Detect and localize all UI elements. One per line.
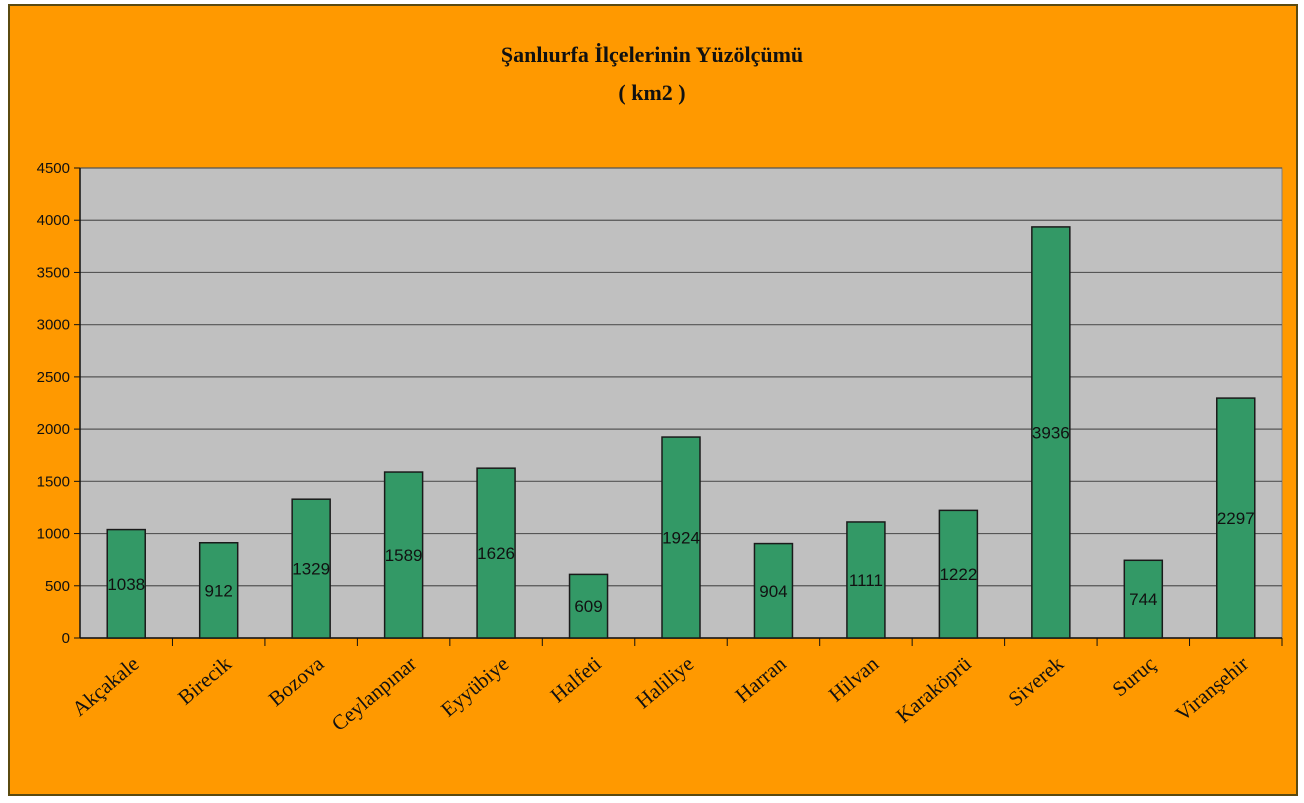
chart-title: Şanlıurfa İlçelerinin Yüzölçümü ( km2 ) (0, 36, 1304, 112)
bar (291, 498, 331, 639)
data-label: 1038 (107, 575, 145, 594)
x-category-label: Birecik (173, 651, 236, 709)
y-tick-label: 0 (62, 630, 70, 647)
data-label: 1329 (292, 560, 330, 579)
chart-subtitle-text: ( km2 ) (618, 80, 686, 105)
bar (846, 521, 886, 639)
y-tick-label: 3500 (37, 264, 70, 281)
y-tick-label: 1500 (37, 473, 70, 490)
x-category-label: Suruç (1108, 651, 1161, 701)
x-category-label: Halfeti (546, 651, 606, 707)
data-label: 1222 (939, 565, 977, 584)
bar (198, 541, 239, 639)
data-label: 1111 (849, 571, 883, 590)
y-tick-label: 3000 (37, 317, 70, 334)
x-category-label: Hilvan (824, 651, 884, 706)
y-tick-label: 2000 (37, 421, 70, 438)
x-category-label: Haliliye (631, 651, 698, 713)
x-category-label: Ceylanpınar (327, 651, 421, 735)
bar (106, 528, 146, 639)
y-tick-label: 2500 (37, 369, 70, 386)
x-category-label: Bozova (264, 651, 329, 711)
data-label: 2297 (1217, 509, 1255, 528)
bar (383, 471, 424, 639)
bar (661, 436, 701, 639)
bar (1031, 226, 1071, 639)
x-category-label: Viranşehir (1171, 651, 1253, 726)
data-label: 1626 (477, 544, 515, 563)
chart-title-text: Şanlıurfa İlçelerinin Yüzölçümü (500, 42, 804, 67)
bar (753, 542, 794, 639)
y-tick-label: 4000 (37, 212, 70, 229)
data-label: 904 (759, 582, 787, 601)
x-category-label: Akçakale (67, 651, 143, 720)
data-label: 609 (574, 597, 602, 616)
x-category-label: Karaköprü (891, 651, 976, 727)
y-tick-label: 4500 (37, 160, 70, 177)
bar (1216, 397, 1256, 639)
data-label: 3936 (1032, 423, 1070, 442)
x-category-label: Eyyübiye (436, 651, 513, 721)
data-label: 744 (1129, 590, 1157, 609)
bar (476, 467, 516, 639)
bar (568, 573, 609, 639)
bar (1123, 559, 1164, 639)
x-category-label: Harran (731, 651, 791, 707)
data-label: 912 (205, 581, 233, 600)
y-tick-label: 500 (45, 578, 70, 595)
y-tick-label: 1000 (37, 526, 70, 543)
x-category-label: Siverek (1003, 651, 1068, 711)
bar (938, 509, 979, 639)
data-label: 1924 (662, 529, 700, 548)
data-label: 1589 (385, 546, 423, 565)
